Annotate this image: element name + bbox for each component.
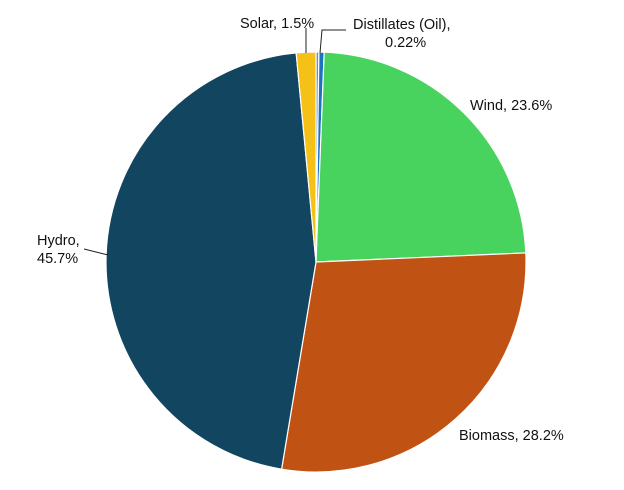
label-distillates: Distillates (Oil), 0.22%: [353, 17, 455, 51]
label-biomass: Biomass, 28.2%: [459, 428, 564, 444]
pie-slice-biomass: [280, 252, 527, 473]
pie-slices: [105, 51, 527, 473]
slice-labels: Distillates (Oil), 0.22% Wind, 23.6% Bio…: [37, 16, 564, 444]
pie-slice-wind: [315, 51, 527, 263]
label-hydro: Hydro, 45.7%: [37, 233, 84, 267]
leader-line-distillates: [319, 29, 346, 54]
label-wind: Wind, 23.6%: [470, 98, 552, 114]
leader-line-hydro: [83, 248, 109, 256]
pie-slice-hydro: [105, 52, 317, 470]
label-solar: Solar, 1.5%: [240, 16, 314, 32]
leader-lines: [83, 28, 346, 256]
